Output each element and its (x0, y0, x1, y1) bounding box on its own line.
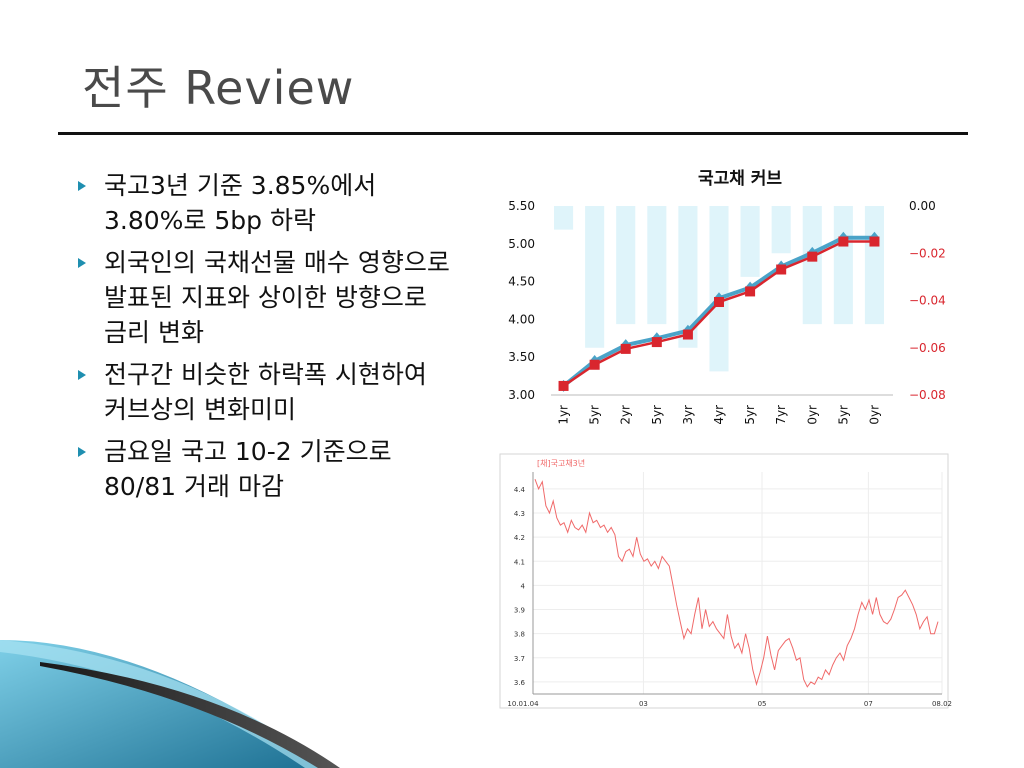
left-axis-tick: 5.00 (508, 237, 535, 251)
y-axis-tick: 4 (521, 582, 526, 590)
x-axis-tick: 08.02 (932, 700, 952, 708)
left-axis-tick: 3.00 (508, 388, 535, 402)
curve-change-bar (833, 206, 853, 325)
left-axis-tick: 3.50 (508, 350, 535, 364)
curve-change-bar (616, 206, 636, 325)
left-axis-tick: 5.50 (508, 199, 535, 213)
current-curve-point (776, 264, 787, 275)
right-axis-tick: −0.06 (909, 341, 946, 355)
y-axis-tick: 3.7 (514, 655, 525, 663)
bullet-item: 전구간 비슷한 하락폭 시현하여 커브상의 변화미미 (78, 357, 450, 427)
left-axis-tick: 4.00 (508, 312, 535, 326)
curve-change-bar (585, 206, 605, 348)
curve-change-bar (647, 206, 667, 325)
right-axis-tick: −0.04 (909, 294, 946, 308)
curve-change-bar (864, 206, 884, 325)
y-axis-tick: 3.8 (514, 631, 525, 639)
bullet-text: 외국인의 국채선물 매수 영향으로 발표된 지표와 상이한 방향으로 금리 변화 (104, 248, 450, 347)
x-axis-tick: 10.01.04 (507, 700, 539, 708)
yield-curve-chart: 국고채 커브 5.50 5.00 4.50 4.00 3.50 3.00 0.00 −0.02… (508, 169, 946, 425)
x-axis-tick: 03 (639, 700, 648, 708)
bullet-list: 국고3년 기준 3.85%에서 3.80%로 5bp 하락 외국인의 국채선물 … (78, 168, 450, 511)
bullet-arrow-icon (78, 181, 86, 191)
y-axis-tick: 4.2 (514, 534, 525, 542)
current-curve-point (714, 297, 724, 308)
current-curve-point (682, 329, 693, 340)
bullet-text: 국고3년 기준 3.85%에서 3.80%로 5bp 하락 (104, 171, 377, 235)
current-curve-point (745, 286, 756, 297)
x-axis-tick: 4yr (712, 405, 726, 425)
bullet-arrow-icon (78, 447, 86, 457)
bullet-arrow-icon (78, 370, 86, 380)
x-axis-tick: 3yr (681, 405, 695, 425)
x-axis-tick: 5yr (588, 405, 602, 425)
title-divider (58, 132, 968, 135)
current-curve-point (838, 236, 849, 247)
current-curve-point (651, 337, 662, 348)
current-curve-point (869, 236, 880, 247)
decorative-swoosh (0, 640, 340, 768)
bullet-arrow-icon (78, 258, 86, 268)
slide-title: 전주 Review (82, 61, 355, 115)
chart-plot-area: 4.4 4.3 4.2 4.1 4 3.9 3.8 3.7 3.6 10.01.04 03 05 07 0… (507, 472, 952, 708)
current-curve-point (807, 251, 818, 262)
x-axis-tick: 1yr (557, 405, 571, 425)
bullet-item: 국고3년 기준 3.85%에서 3.80%로 5bp 하락 (78, 168, 450, 238)
bullet-text: 전구간 비슷한 하락폭 시현하여 커브상의 변화미미 (104, 360, 427, 424)
y-axis-tick: 4.3 (514, 510, 525, 518)
yield-history-line (534, 479, 939, 688)
x-axis-tick: 0yr (805, 405, 819, 425)
y-axis-tick: 4.1 (514, 558, 525, 566)
x-axis-tick: 7yr (774, 405, 788, 425)
current-curve-point (620, 343, 631, 354)
x-axis-tick: 5yr (743, 405, 757, 425)
bullet-item: 금요일 국고 10-2 기준으로 80/81 거래 마감 (78, 434, 450, 504)
curve-change-bar (554, 206, 574, 230)
current-curve-point (558, 380, 569, 391)
bullet-item: 외국인의 국채선물 매수 영향으로 발표된 지표와 상이한 방향으로 금리 변화 (78, 245, 450, 350)
chart-frame (499, 453, 949, 709)
x-axis-tick: 07 (864, 700, 873, 708)
right-axis-tick: −0.08 (909, 388, 946, 402)
x-axis-tick: 05 (758, 700, 767, 708)
x-axis-tick: 5yr (836, 405, 850, 425)
right-axis-tick: −0.02 (909, 246, 946, 260)
chart-plot-area: 5.50 5.00 4.50 4.00 3.50 3.00 0.00 −0.02 −0.04 −0… (508, 199, 946, 425)
curve-change-bar (802, 206, 822, 325)
curve-change-bar (678, 206, 698, 348)
x-axis-tick: 2yr (619, 405, 633, 425)
chart-title: 국고채 커브 (698, 169, 782, 189)
right-axis-tick: 0.00 (909, 199, 936, 213)
curve-change-bar (740, 206, 760, 277)
y-axis-tick: 4.4 (514, 486, 526, 494)
x-axis-tick: 0yr (867, 405, 881, 425)
current-curve-point (589, 359, 600, 370)
bullet-text: 금요일 국고 10-2 기준으로 80/81 거래 마감 (104, 437, 392, 501)
curve-change-bar (709, 206, 729, 372)
chart-legend: [채]국고채3년 (537, 458, 585, 468)
x-axis-tick: 5yr (650, 405, 664, 425)
left-axis-tick: 4.50 (508, 275, 535, 289)
y-axis-tick: 3.6 (514, 679, 526, 687)
history-line-chart: [채]국고채3년 4.4 4.3 4.2 4.1 4 3.9 3.8 3.7 3.6 10.01.… (499, 453, 952, 709)
curve-change-bar (771, 206, 791, 254)
y-axis-tick: 3.9 (514, 607, 525, 615)
